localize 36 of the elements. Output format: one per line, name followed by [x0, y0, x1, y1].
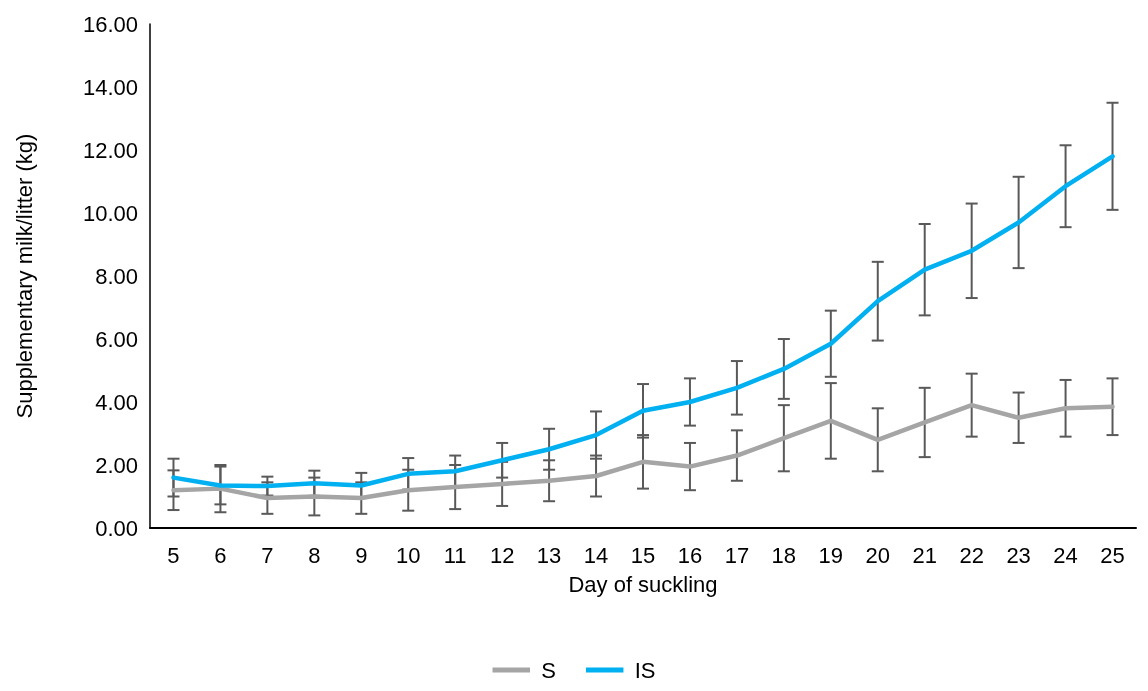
x-tick-label: 16 [677, 542, 703, 568]
x-tick-label: 20 [865, 542, 890, 568]
x-tick-label: 23 [1006, 542, 1031, 568]
x-tick-label: 17 [724, 542, 750, 568]
y-tick-label: 10.00 [82, 200, 138, 226]
x-tick-label: 19 [818, 542, 844, 568]
x-tick-label: 7 [261, 542, 274, 568]
x-tick-label: 9 [355, 542, 368, 568]
x-tick-label: 8 [308, 542, 321, 568]
y-tick-label: 2.00 [95, 452, 138, 478]
y-tick-label: 6.00 [95, 326, 138, 352]
y-tick-label: 16.00 [82, 11, 138, 37]
x-tick-label: 11 [443, 542, 467, 568]
x-tick-label: 15 [630, 542, 656, 568]
x-tick-label: 6 [214, 542, 227, 568]
y-axis-title: Supplementary milk/litter (kg) [11, 133, 37, 419]
y-tick-label: 4.00 [95, 389, 138, 415]
legend-label: IS [634, 657, 656, 683]
x-tick-label: 21 [912, 542, 937, 568]
legend-label: S [541, 657, 556, 683]
x-tick-label: 25 [1100, 542, 1125, 568]
x-tick-label: 18 [771, 542, 797, 568]
x-tick-label: 12 [489, 542, 515, 568]
x-tick-label: 14 [583, 542, 609, 568]
line-series [171, 402, 1115, 501]
y-tick-label: 8.00 [95, 263, 138, 289]
line-series [171, 154, 1115, 489]
x-tick-label: 13 [536, 542, 562, 568]
y-tick-label: 0.00 [95, 515, 138, 541]
y-tick-label: 14.00 [82, 74, 138, 100]
y-tick-label: 12.00 [82, 137, 138, 163]
x-axis-title: Day of suckling [568, 571, 718, 597]
x-tick-label: 24 [1053, 542, 1078, 568]
x-tick-label: 10 [396, 542, 421, 568]
x-tick-label: 5 [167, 542, 180, 568]
x-tick-label: 22 [959, 542, 984, 568]
